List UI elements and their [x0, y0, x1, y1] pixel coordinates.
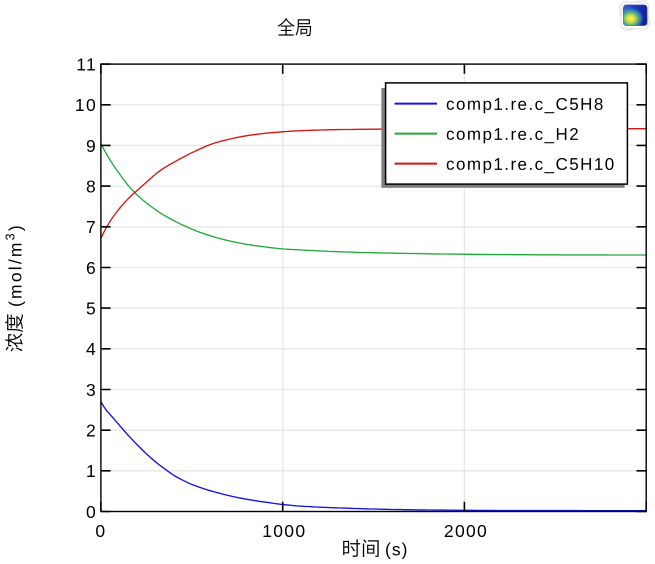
svg-text:7: 7	[86, 217, 97, 237]
svg-text:comp1.re.c_H2: comp1.re.c_H2	[446, 125, 580, 144]
svg-text:1000: 1000	[262, 521, 306, 541]
svg-text:2000: 2000	[444, 521, 488, 541]
svg-text:10: 10	[75, 95, 97, 115]
svg-text:8: 8	[86, 177, 97, 197]
svg-text:4: 4	[86, 339, 97, 359]
svg-text:6: 6	[86, 258, 97, 278]
svg-text:5: 5	[86, 299, 97, 319]
svg-text:0: 0	[95, 521, 106, 541]
svg-text:11: 11	[76, 55, 97, 75]
svg-text:(s): (s)	[385, 540, 408, 560]
svg-text:3: 3	[86, 380, 97, 400]
svg-text:comp1.re.c_C5H10: comp1.re.c_C5H10	[446, 155, 616, 174]
svg-text:comp1.re.c_C5H8: comp1.re.c_C5H8	[446, 95, 605, 114]
svg-text:0: 0	[86, 502, 97, 522]
svg-text:9: 9	[86, 136, 97, 156]
svg-text:2: 2	[86, 421, 97, 441]
svg-text:(mol/m3): (mol/m3)	[4, 223, 26, 307]
svg-text:1: 1	[86, 461, 97, 481]
